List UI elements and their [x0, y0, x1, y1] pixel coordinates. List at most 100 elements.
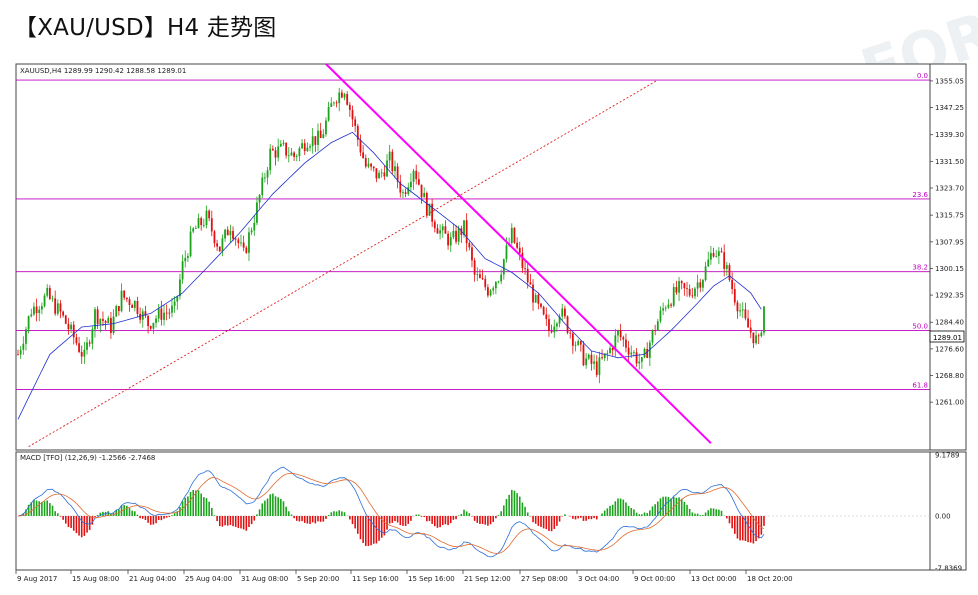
- candle-body: [372, 166, 375, 169]
- candle-body: [56, 303, 59, 314]
- candle-body: [686, 288, 688, 289]
- candle-body: [221, 238, 224, 252]
- candle-body: [232, 230, 234, 239]
- candle-body: [83, 349, 86, 357]
- candle-body: [603, 353, 606, 359]
- candle-body: [131, 304, 134, 308]
- candle-body: [625, 339, 627, 348]
- candle-body: [664, 307, 667, 309]
- candle-body: [763, 306, 765, 333]
- time-tick-label: 27 Sep 08:00: [521, 575, 568, 583]
- candle-body: [380, 172, 383, 174]
- candle-body: [115, 306, 118, 317]
- candle-body: [417, 179, 420, 185]
- candle-body: [678, 281, 680, 293]
- candle-body: [107, 317, 110, 324]
- candle-body: [187, 256, 189, 258]
- macd-main-line: [17, 466, 765, 558]
- candle-body: [80, 352, 83, 357]
- fib-label: 61.8: [912, 382, 928, 390]
- candle-body: [375, 168, 378, 179]
- macd-tick-label: 9.1789: [935, 452, 960, 460]
- candle-body: [237, 239, 240, 244]
- candle-body: [306, 147, 309, 152]
- candle-body: [510, 227, 513, 243]
- candle-body: [38, 309, 41, 314]
- candle-body: [181, 261, 184, 280]
- candle-body: [110, 317, 112, 333]
- candle-body: [91, 329, 94, 344]
- candle-body: [279, 143, 282, 147]
- candle-body: [473, 260, 476, 275]
- candle-body: [35, 306, 38, 314]
- candle-body: [468, 243, 471, 248]
- price-axis-ticks: 1355.05 1347.25 1339.30 1331.50 1323.70 1315.…: [930, 77, 964, 407]
- price-tick-label: 1307.95: [935, 238, 964, 246]
- candle-body: [534, 294, 537, 303]
- candle-body: [263, 177, 266, 179]
- candle-body: [46, 287, 49, 296]
- candle-body: [173, 301, 176, 306]
- candle-body: [168, 312, 171, 314]
- price-tick-label: 1292.35: [935, 292, 964, 300]
- candle-body: [388, 151, 391, 161]
- candle-body: [184, 257, 187, 262]
- candle-body: [497, 281, 500, 283]
- candle-body: [606, 352, 609, 354]
- candle-body: [577, 341, 580, 345]
- candle-body: [699, 282, 702, 288]
- time-tick-label: 21 Sep 12:00: [464, 575, 511, 583]
- time-tick-label: 11 Sep 16:00: [352, 575, 399, 583]
- candle-body: [463, 220, 465, 235]
- candle-body: [197, 218, 200, 229]
- candle-body: [593, 361, 595, 364]
- price-tick-label: 1261.00: [935, 399, 964, 407]
- candle-body: [290, 152, 293, 156]
- candle-body: [579, 341, 582, 345]
- candle-body: [359, 139, 362, 153]
- candle-body: [163, 312, 165, 320]
- candle-body: [749, 327, 752, 333]
- candle-body: [627, 347, 630, 355]
- candle-body: [556, 323, 558, 327]
- candle-body: [192, 228, 195, 232]
- price-tick-label: 1268.80: [935, 372, 964, 380]
- candle-body: [428, 203, 431, 216]
- candle-body: [378, 172, 380, 179]
- candle-body: [712, 253, 715, 257]
- candle-body: [672, 287, 675, 306]
- candle-body: [635, 352, 638, 364]
- candle-body: [659, 310, 662, 322]
- candle-body: [333, 102, 335, 104]
- candle-body: [662, 308, 665, 311]
- candle-body: [585, 358, 588, 366]
- candle-body: [518, 247, 521, 253]
- candle-body: [213, 231, 216, 244]
- candle-body: [27, 316, 30, 330]
- candle-body: [67, 323, 70, 330]
- candle-body: [25, 329, 27, 344]
- candle-body: [587, 354, 590, 359]
- candle-body: [234, 238, 237, 240]
- candle-body: [112, 316, 115, 333]
- resistance-trendline: [325, 63, 712, 444]
- candle-body: [630, 352, 633, 355]
- candle-body: [160, 308, 163, 320]
- candle-body: [611, 348, 614, 351]
- candle-body: [633, 352, 635, 354]
- candle-body: [513, 227, 516, 243]
- candle-body: [117, 306, 120, 312]
- candle-body: [54, 298, 57, 314]
- candle-body: [176, 296, 179, 302]
- candle-body: [200, 218, 203, 226]
- candle-body: [287, 155, 290, 157]
- candle-body: [147, 315, 149, 327]
- candle-body: [720, 251, 723, 253]
- candle-body: [205, 210, 208, 226]
- price-tick-label: 1300.15: [935, 265, 964, 273]
- fib-label: 0.0: [917, 72, 928, 80]
- candle-body: [396, 166, 399, 182]
- candle-body: [696, 282, 699, 289]
- candle-body: [717, 251, 720, 257]
